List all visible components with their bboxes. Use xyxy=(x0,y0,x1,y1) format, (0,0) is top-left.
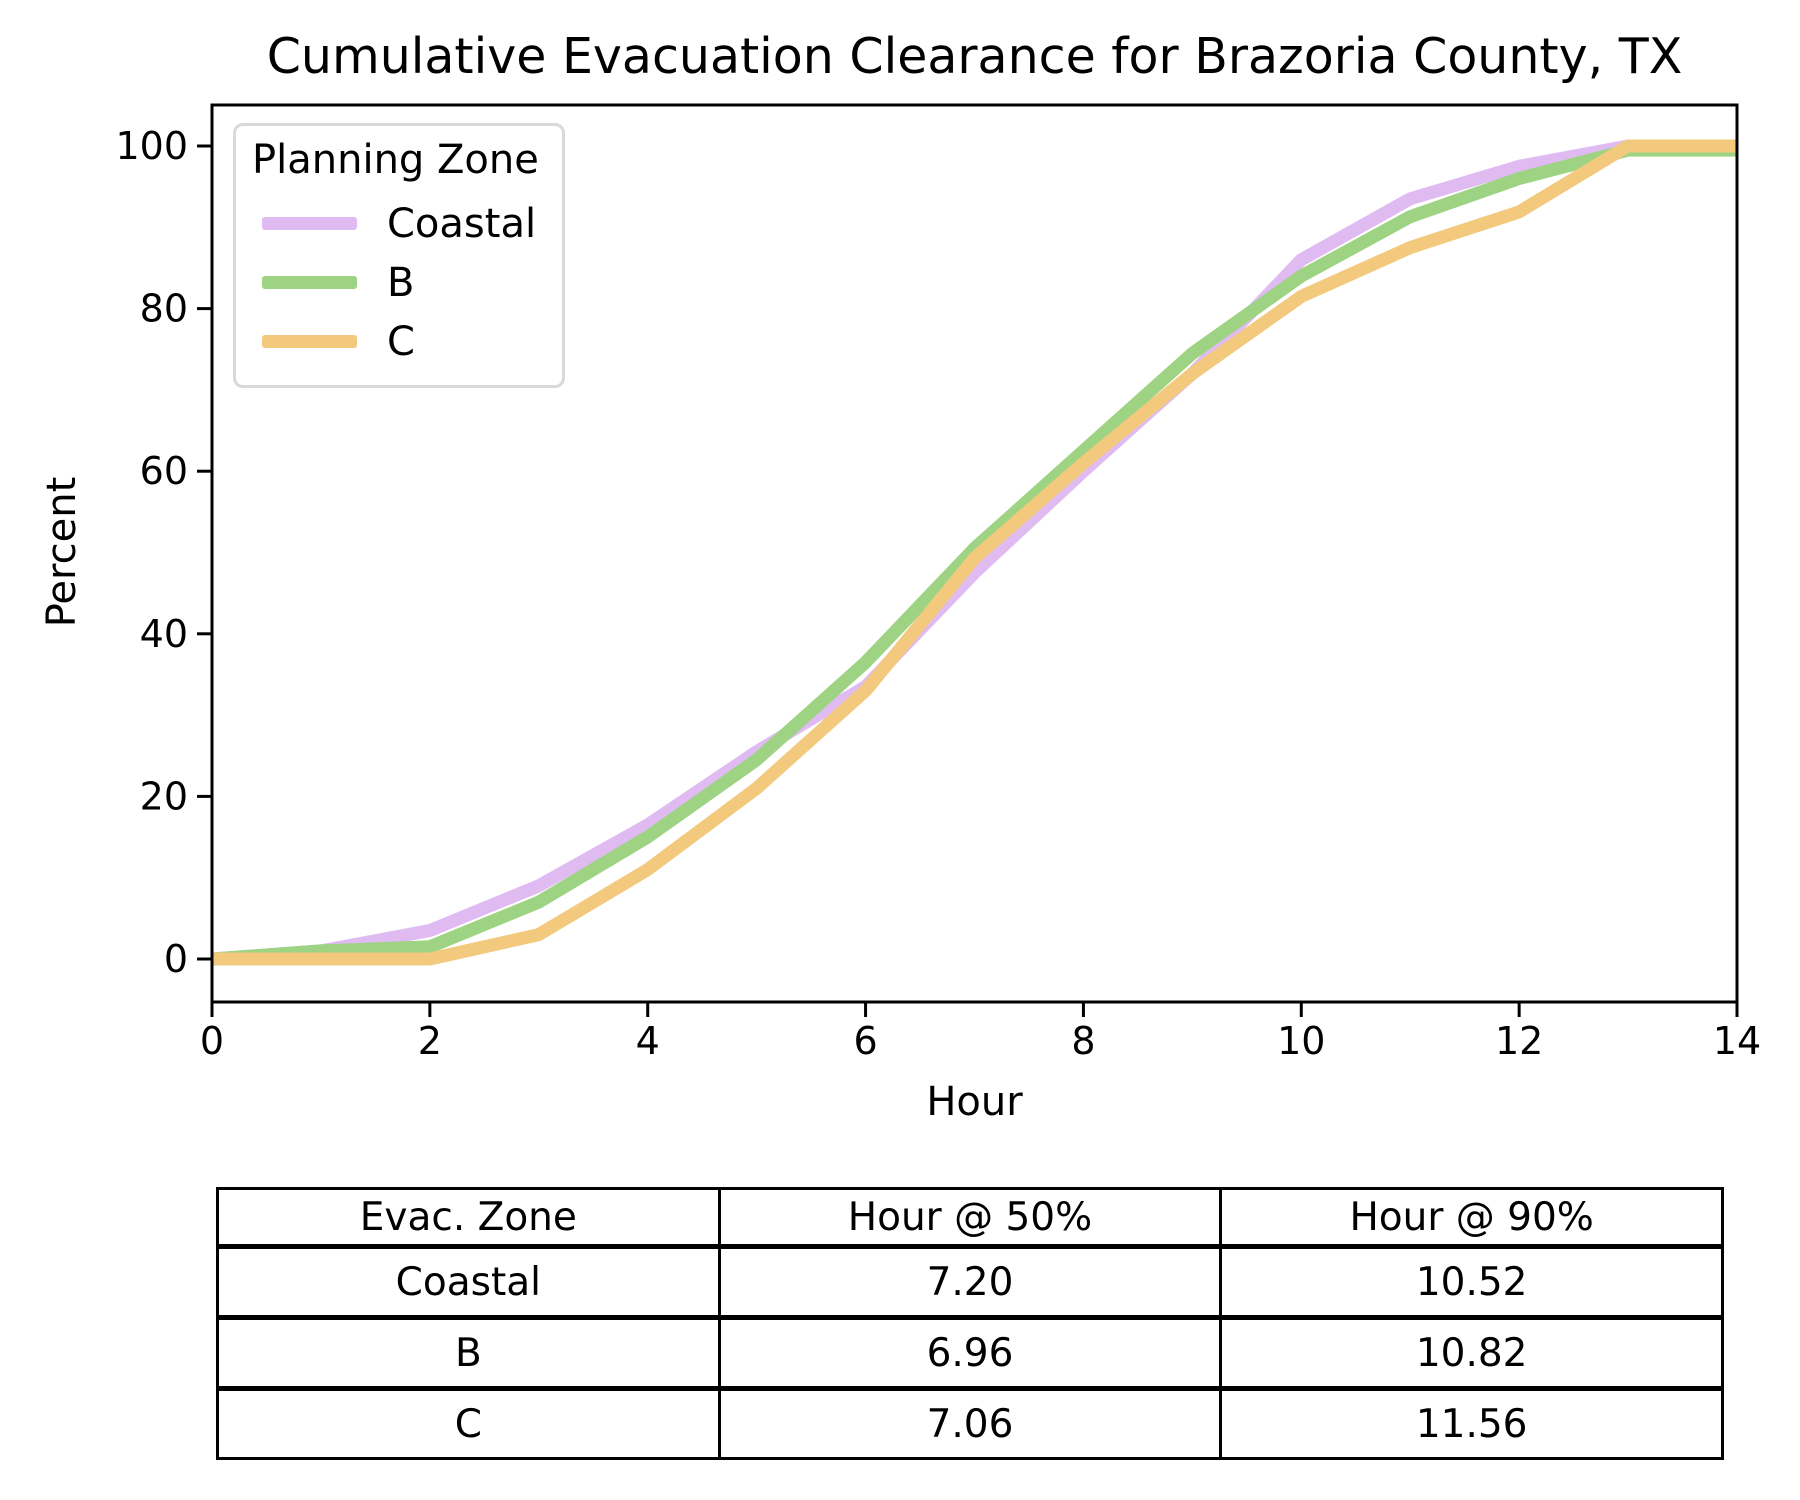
table-row-b: B 6.96 10.82 xyxy=(216,1315,1724,1390)
legend-item-coastal: Coastal xyxy=(252,194,562,253)
axes-frame xyxy=(210,103,1739,1004)
legend-title: Planning Zone xyxy=(252,137,539,183)
legend-label-coastal: Coastal xyxy=(387,200,537,247)
x-tick-label: 0 xyxy=(200,1019,224,1063)
table-cell-h50: 6.96 xyxy=(717,1315,1223,1390)
table-cell-h50: 7.20 xyxy=(717,1244,1223,1319)
table-row-c: C 7.06 11.56 xyxy=(216,1386,1724,1460)
table-cell-h90: 10.82 xyxy=(1219,1315,1724,1390)
legend-swatch-c xyxy=(262,335,357,348)
table-row-coastal: Coastal 7.20 10.52 xyxy=(216,1244,1724,1319)
x-tick-label: 4 xyxy=(636,1019,660,1063)
series-lines xyxy=(212,139,1737,966)
table-cell-zone: Coastal xyxy=(216,1244,721,1319)
table-cell-zone: B xyxy=(216,1315,721,1390)
table-header-zone: Evac. Zone xyxy=(216,1187,721,1248)
y-tick-label: 100 xyxy=(115,124,188,168)
y-tick-label: 20 xyxy=(140,774,188,818)
table-header-row: Evac. Zone Hour @ 50% Hour @ 90% xyxy=(216,1187,1724,1248)
x-axis-label: Hour xyxy=(926,1079,1023,1125)
legend-label-b: B xyxy=(387,259,415,306)
x-tick-label: 14 xyxy=(1713,1019,1761,1063)
table-cell-h50: 7.06 xyxy=(717,1386,1223,1460)
legend-swatch-coastal xyxy=(262,217,357,230)
clearance-stats-table: Evac. Zone Hour @ 50% Hour @ 90% Coastal… xyxy=(216,1187,1724,1460)
y-tick-label: 60 xyxy=(140,449,188,493)
x-tick-label: 6 xyxy=(853,1019,877,1063)
y-tick-label: 80 xyxy=(140,287,188,331)
x-tick-label: 2 xyxy=(418,1019,442,1063)
legend-label-c: C xyxy=(387,318,415,365)
x-axis-ticks: 0 2 4 6 8 10 12 14 xyxy=(200,1002,1761,1063)
legend-item-b: B xyxy=(252,253,562,312)
clearance-line-chart: 0 2 4 6 8 10 12 14 0 20 40 60 80 100 xyxy=(115,103,1761,1063)
series-line-coastal xyxy=(212,139,1737,966)
legend-swatch-b xyxy=(262,276,357,289)
x-tick-label: 12 xyxy=(1495,1019,1543,1063)
legend-item-c: C xyxy=(252,312,562,371)
y-axis-label: Percent xyxy=(39,476,85,628)
chart-title: Cumulative Evacuation Clearance for Braz… xyxy=(266,28,1683,85)
series-line-c xyxy=(212,139,1737,966)
y-tick-label: 40 xyxy=(140,612,188,656)
legend: Planning Zone Coastal B C xyxy=(233,123,565,388)
y-axis-ticks: 0 20 40 60 80 100 xyxy=(115,124,212,981)
table-cell-h90: 10.52 xyxy=(1219,1244,1724,1319)
x-tick-label: 8 xyxy=(1071,1019,1095,1063)
table-header-hour-50: Hour @ 50% xyxy=(717,1187,1223,1248)
table-cell-h90: 11.56 xyxy=(1219,1386,1724,1460)
x-tick-label: 10 xyxy=(1277,1019,1325,1063)
table-header-hour-90: Hour @ 90% xyxy=(1219,1187,1724,1248)
table-cell-zone: C xyxy=(216,1386,721,1460)
series-line-b xyxy=(212,143,1737,966)
y-tick-label: 0 xyxy=(164,937,188,981)
